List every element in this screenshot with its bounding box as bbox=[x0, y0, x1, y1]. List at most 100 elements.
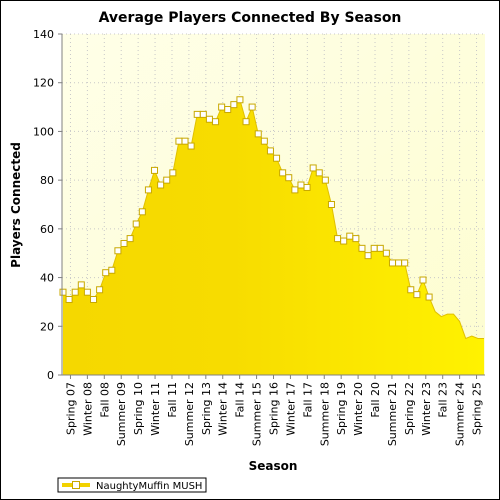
data-point bbox=[266, 147, 274, 155]
data-point bbox=[59, 288, 67, 296]
data-point bbox=[90, 295, 98, 303]
data-point bbox=[285, 174, 293, 182]
data-point bbox=[120, 239, 128, 247]
data-point bbox=[169, 169, 177, 177]
x-tick-label: Summer 12 bbox=[183, 382, 196, 446]
data-point bbox=[321, 176, 329, 184]
data-point bbox=[157, 181, 165, 189]
data-point bbox=[181, 137, 189, 145]
data-point bbox=[138, 208, 146, 216]
x-tick-label: Summer 09 bbox=[115, 382, 128, 446]
x-tick-label: Spring 10 bbox=[132, 382, 145, 435]
x-tick-label: Winter 08 bbox=[81, 382, 94, 436]
y-tick-label: 0 bbox=[47, 369, 54, 382]
data-point bbox=[163, 176, 171, 184]
y-tick-label: 20 bbox=[40, 320, 54, 333]
y-tick-label: 80 bbox=[40, 174, 54, 187]
x-tick-label: Spring 25 bbox=[471, 382, 484, 435]
x-axis-ticks: Spring 07 Winter 08 Fall 08 Summer 09 Spring… bbox=[64, 375, 484, 446]
legend: NaughtyMuffin MUSH bbox=[57, 477, 207, 493]
data-point bbox=[126, 235, 134, 243]
x-tick-label: Spring 13 bbox=[200, 382, 213, 435]
data-point bbox=[273, 154, 281, 162]
legend-swatch-marker bbox=[72, 481, 80, 489]
data-point bbox=[425, 293, 433, 301]
data-point bbox=[248, 103, 256, 111]
data-point bbox=[413, 291, 421, 299]
data-point bbox=[187, 142, 195, 150]
data-point bbox=[218, 103, 226, 111]
data-point bbox=[401, 259, 409, 267]
data-point bbox=[340, 237, 348, 245]
x-tick-label: Winter 17 bbox=[284, 382, 297, 436]
x-tick-label: Summer 15 bbox=[251, 382, 264, 446]
data-point bbox=[242, 118, 250, 126]
x-tick-label: Spring 16 bbox=[268, 382, 281, 435]
data-point bbox=[382, 249, 390, 257]
data-point bbox=[346, 232, 354, 240]
data-point bbox=[315, 169, 323, 177]
data-point bbox=[230, 101, 238, 109]
data-point bbox=[358, 244, 366, 252]
x-tick-label: Summer 21 bbox=[386, 382, 399, 446]
y-tick-label: 120 bbox=[33, 77, 54, 90]
data-point bbox=[303, 183, 311, 191]
data-point bbox=[77, 281, 85, 289]
x-tick-label: Winter 11 bbox=[149, 382, 162, 436]
x-tick-label: Summer 18 bbox=[318, 382, 331, 446]
marker-layer bbox=[59, 96, 433, 303]
data-point bbox=[279, 169, 287, 177]
data-point bbox=[407, 286, 415, 294]
data-point bbox=[212, 118, 220, 126]
data-point bbox=[193, 110, 201, 118]
data-point bbox=[144, 186, 152, 194]
data-point bbox=[108, 266, 116, 274]
data-point bbox=[205, 115, 213, 123]
data-point bbox=[71, 288, 79, 296]
data-point bbox=[132, 220, 140, 228]
data-point bbox=[151, 166, 159, 174]
data-point bbox=[224, 106, 232, 114]
x-tick-label: Winter 23 bbox=[420, 382, 433, 436]
y-axis-ticks: 0 20 40 60 80 100 120 140 bbox=[33, 28, 62, 382]
data-point bbox=[419, 276, 427, 284]
x-tick-label: Spring 19 bbox=[335, 382, 348, 435]
x-tick-label: Winter 20 bbox=[352, 382, 365, 436]
data-point bbox=[297, 181, 305, 189]
data-point bbox=[309, 164, 317, 172]
data-point bbox=[395, 259, 403, 267]
y-tick-label: 40 bbox=[40, 272, 54, 285]
x-tick-label: Fall 14 bbox=[234, 382, 247, 418]
data-point bbox=[364, 252, 372, 260]
series-area bbox=[63, 99, 484, 375]
y-axis-title: Players Connected bbox=[9, 142, 23, 268]
data-point bbox=[327, 201, 335, 208]
data-point bbox=[199, 110, 207, 118]
x-tick-label: Summer 24 bbox=[454, 382, 467, 446]
data-point bbox=[352, 235, 360, 243]
y-tick-label: 140 bbox=[33, 28, 54, 41]
data-point bbox=[175, 137, 183, 145]
x-tick-label: Spring 07 bbox=[64, 382, 77, 435]
data-point bbox=[254, 130, 262, 138]
data-point bbox=[236, 96, 244, 104]
x-tick-label: Fall 17 bbox=[301, 382, 314, 418]
legend-label: NaughtyMuffin MUSH bbox=[96, 481, 202, 492]
data-point bbox=[102, 269, 110, 277]
data-point bbox=[83, 288, 91, 296]
x-tick-label: Fall 08 bbox=[98, 382, 111, 418]
data-point bbox=[334, 235, 342, 243]
data-point bbox=[260, 137, 268, 145]
y-tick-label: 100 bbox=[33, 125, 54, 138]
data-point bbox=[291, 186, 299, 194]
data-point bbox=[96, 286, 104, 294]
data-point bbox=[376, 244, 384, 252]
x-tick-label: Spring 22 bbox=[403, 382, 416, 435]
data-point bbox=[65, 295, 73, 303]
data-point bbox=[388, 259, 396, 267]
y-tick-label: 60 bbox=[40, 223, 54, 236]
x-tick-label: Fall 11 bbox=[166, 382, 179, 418]
x-tick-label: Fall 23 bbox=[437, 382, 450, 418]
x-axis-title: Season bbox=[249, 459, 298, 473]
